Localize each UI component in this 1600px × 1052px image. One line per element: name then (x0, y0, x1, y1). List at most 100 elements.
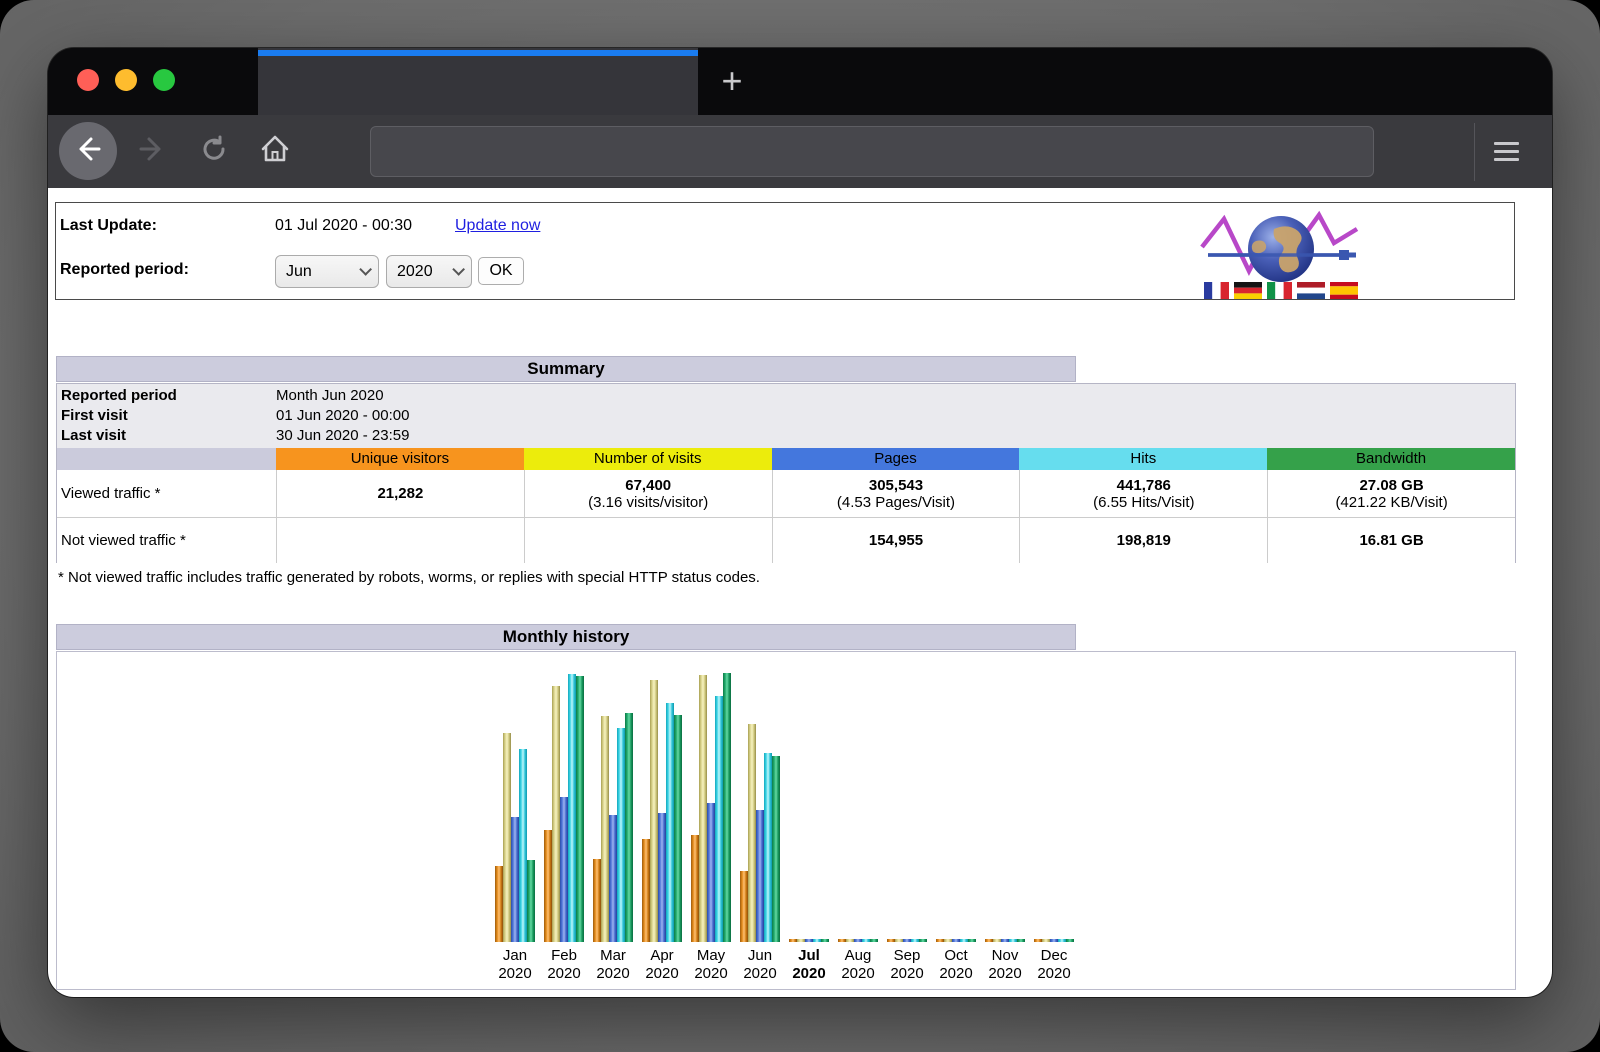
year-select[interactable]: 2020 (386, 255, 472, 288)
new-tab-button[interactable]: + (721, 60, 743, 101)
chart-bar-unique-visitors (691, 835, 699, 942)
chevron-down-icon (452, 263, 465, 276)
table-row-not-viewed: Not viewed traffic * 154,955 198,819 16.81 … (57, 517, 1515, 563)
active-tab[interactable] (258, 48, 698, 115)
chart-bar-bandwidth (1066, 939, 1074, 942)
chart-bar-hits (911, 939, 919, 942)
logo-continent (1273, 226, 1302, 273)
chart-bar-number-of-visits (699, 675, 707, 942)
month-axis-label: Sep 2020 (890, 947, 924, 982)
chart-bar-bandwidth (625, 713, 633, 942)
monthly-history-chart: Jan 2020 Feb 2020 Mar 2020 Apr 2020 May 2020 Jun 20… (56, 651, 1516, 990)
chart-bar-number-of-visits (944, 939, 952, 942)
table-cell: 21,282 (276, 470, 524, 517)
summary-info-rows: Reported period Month Jun 2020 First visit… (57, 384, 1515, 448)
table-cell (523, 518, 772, 563)
table-cell: 441,786 (6.55 Hits/Visit) (1019, 470, 1267, 517)
chart-bar-hits (568, 674, 576, 942)
table-cell: 154,955 (771, 518, 1020, 563)
awstats-logo (1200, 210, 1359, 299)
france-flag (1204, 282, 1229, 299)
minimize-window-button[interactable] (115, 69, 137, 91)
update-now-link[interactable]: Update now (455, 217, 541, 234)
column-header: Hits (1019, 448, 1268, 470)
table-cell: 16.81 GB (1267, 518, 1515, 563)
chart-bar-unique-visitors (593, 859, 601, 942)
spain-flag (1330, 282, 1358, 299)
chart-bar-unique-visitors (838, 939, 846, 942)
chart-bar-hits (519, 749, 527, 942)
chart-bar-bandwidth (576, 676, 584, 942)
forward-arrow-icon (135, 132, 169, 171)
chart-bar-bandwidth (1017, 939, 1025, 942)
table-row-viewed: Viewed traffic * 21,282 67,400 (3.16 visits… (57, 470, 1515, 517)
summary-info-row: Reported period Month Jun 2020 (57, 386, 1515, 406)
chart-bar-pages (805, 939, 813, 942)
chart-bar-unique-visitors (887, 939, 895, 942)
chart-bar-hits (1009, 939, 1017, 942)
chart-bar-pages (1050, 939, 1058, 942)
back-button[interactable] (59, 122, 117, 180)
chart-bar-unique-visitors (495, 866, 503, 942)
summary-header-corner (57, 448, 276, 470)
chart-bar-pages (658, 813, 666, 942)
month-axis-label: Jan 2020 (498, 947, 532, 982)
awstats-page: Last Update: 01 Jul 2020 - 00:30 Update … (48, 188, 1552, 997)
chart-bar-number-of-visits (895, 939, 903, 942)
chart-bar-pages (1001, 939, 1009, 942)
column-header: Unique visitors (276, 448, 524, 470)
chart-bar-number-of-visits (797, 939, 805, 942)
chart-bar-unique-visitors (936, 939, 944, 942)
chart-bar-pages (903, 939, 911, 942)
chart-bar-pages (854, 939, 862, 942)
year-select-value: 2020 (397, 262, 433, 280)
chart-bar-bandwidth (723, 673, 731, 942)
column-header: Pages (771, 448, 1020, 470)
chart-bar-pages (707, 803, 715, 942)
update-period-box: Last Update: 01 Jul 2020 - 00:30 Update … (55, 202, 1515, 300)
chart-bar-number-of-visits (846, 939, 854, 942)
chart-bar-hits (764, 753, 772, 942)
menu-button[interactable] (1488, 133, 1524, 169)
browser-titlebar: + (48, 48, 1552, 115)
chart-bar-number-of-visits (552, 686, 560, 942)
month-axis-label: Jul 2020 (792, 947, 826, 982)
chart-bar-unique-visitors (544, 830, 552, 942)
chart-bar-unique-visitors (740, 871, 748, 942)
monthly-history-title: Monthly history (56, 624, 1076, 650)
info-label: Reported period (61, 387, 177, 404)
germany-flag (1234, 282, 1262, 299)
chart-bar-unique-visitors (642, 839, 650, 942)
month-axis-label: Aug 2020 (841, 947, 875, 982)
month-axis-label: May 2020 (694, 947, 728, 982)
ok-button[interactable]: OK (478, 257, 524, 285)
home-button[interactable] (246, 122, 304, 180)
reload-button[interactable] (185, 122, 243, 180)
chart-bar-pages (511, 817, 519, 942)
chart-bar-hits (666, 703, 674, 942)
chart-bar-hits (715, 696, 723, 942)
chart-bar-number-of-visits (748, 724, 756, 942)
close-window-button[interactable] (77, 69, 99, 91)
summary-info-row: Last visit 30 Jun 2020 - 23:59 (57, 426, 1515, 446)
month-select[interactable]: Jun (275, 255, 379, 288)
forward-button[interactable] (123, 122, 181, 180)
month-axis-label: Jun 2020 (743, 947, 777, 982)
month-axis-label: Apr 2020 (645, 947, 679, 982)
url-bar[interactable] (370, 126, 1374, 177)
chart-bar-number-of-visits (650, 680, 658, 942)
chart-bar-unique-visitors (985, 939, 993, 942)
table-cell: 305,543 (4.53 Pages/Visit) (771, 470, 1020, 517)
chart-bar-pages (756, 810, 764, 942)
chart-bar-hits (617, 728, 625, 942)
chart-bar-hits (960, 939, 968, 942)
summary-footnote: * Not viewed traffic includes traffic ge… (58, 569, 760, 586)
browser-toolbar (48, 115, 1552, 188)
table-cell: 67,400 (3.16 visits/visitor) (523, 470, 772, 517)
info-value: 01 Jun 2020 - 00:00 (276, 407, 410, 424)
netherlands-flag (1297, 282, 1325, 299)
chart-bar-hits (1058, 939, 1066, 942)
chart-bar-bandwidth (674, 715, 682, 942)
zoom-window-button[interactable] (153, 69, 175, 91)
